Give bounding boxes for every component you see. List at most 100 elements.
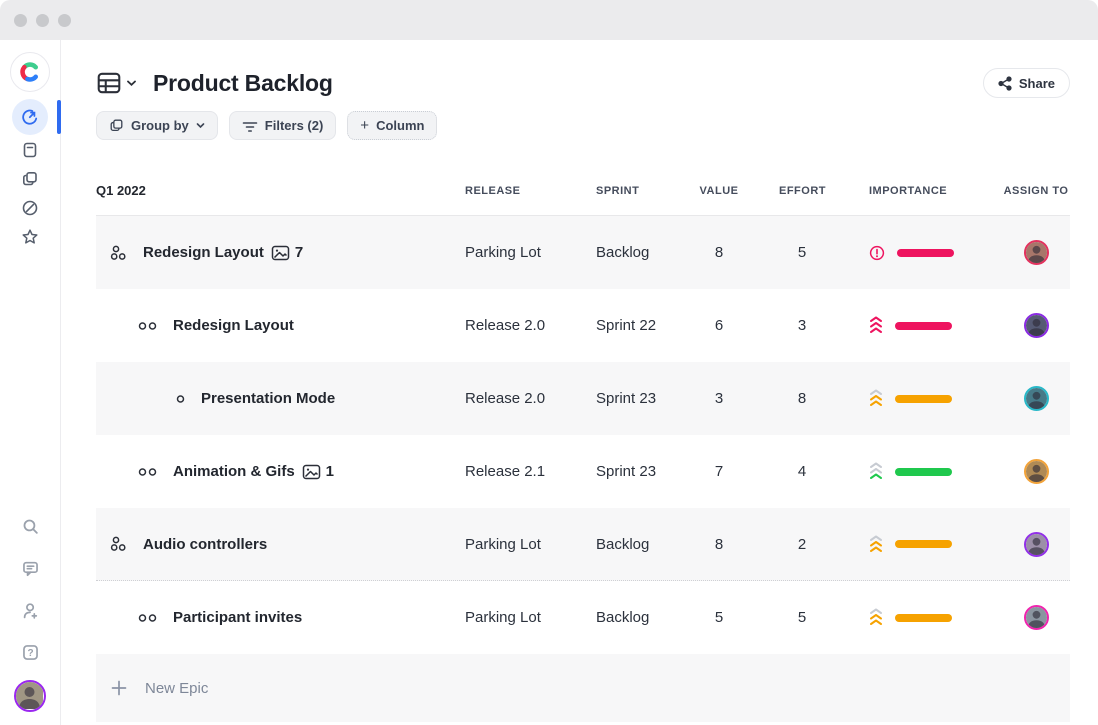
- task-cell[interactable]: Redesign Layout: [96, 317, 465, 334]
- assign-cell[interactable]: [1002, 459, 1070, 484]
- sidebar-item-notes[interactable]: [15, 135, 45, 164]
- group-by-button[interactable]: Group by: [96, 111, 218, 140]
- assignee-avatar[interactable]: [1023, 459, 1049, 484]
- assign-cell[interactable]: [1002, 386, 1070, 411]
- effort-cell[interactable]: 3: [797, 317, 807, 334]
- sidebar-item-explore[interactable]: [15, 193, 45, 222]
- column-header-assign-to[interactable]: ASSIGN TO: [1003, 184, 1069, 197]
- importance-cell[interactable]: [869, 608, 1002, 627]
- filters-button[interactable]: Filters (2): [228, 111, 337, 140]
- window-control-dot[interactable]: [36, 13, 49, 27]
- share-label: Share: [1018, 75, 1055, 91]
- assign-cell[interactable]: [1002, 531, 1070, 557]
- effort-cell[interactable]: 2: [797, 535, 807, 553]
- window-control-dot[interactable]: [58, 13, 71, 27]
- value-cell[interactable]: 7: [714, 463, 724, 480]
- filters-label: Filters (2): [264, 118, 324, 133]
- value-cell[interactable]: 8: [714, 244, 724, 261]
- column-header-release[interactable]: RELEASE: [465, 184, 521, 197]
- table-row[interactable]: Animation & Gifs 1 Release 2.1 Sprint 23…: [96, 435, 1070, 508]
- assign-cell[interactable]: [1002, 240, 1070, 265]
- assign-cell[interactable]: [1002, 605, 1070, 630]
- sidebar-search-button[interactable]: [15, 512, 45, 541]
- release-cell[interactable]: Parking Lot: [465, 609, 541, 626]
- release-cell[interactable]: Release 2.0: [465, 390, 546, 407]
- attachment-badge[interactable]: 1: [302, 463, 334, 480]
- table-row[interactable]: Redesign Layout Release 2.0 Sprint 22 6 …: [96, 289, 1070, 362]
- sprint-cell[interactable]: Sprint 23: [596, 463, 657, 480]
- assignee-avatar[interactable]: [1023, 313, 1049, 338]
- importance-bar: [895, 321, 952, 330]
- value-cell[interactable]: 6: [714, 317, 724, 334]
- value-cell[interactable]: 5: [714, 609, 724, 626]
- group-label[interactable]: Q1 2022: [96, 183, 146, 198]
- app-logo[interactable]: [10, 52, 50, 92]
- assign-cell[interactable]: [1002, 313, 1070, 338]
- group-by-icon: [110, 119, 123, 132]
- window-control-dot[interactable]: [14, 13, 27, 27]
- release-cell[interactable]: Parking Lot: [465, 535, 541, 553]
- column-header-value[interactable]: VALUE: [699, 184, 739, 197]
- column-header-importance[interactable]: IMPORTANCE: [869, 184, 948, 197]
- value-cell[interactable]: 3: [714, 390, 724, 407]
- sidebar-item-documents[interactable]: [15, 164, 45, 193]
- importance-cell[interactable]: [869, 316, 1002, 335]
- effort-cell[interactable]: 4: [797, 463, 807, 480]
- table-header: Q1 2022 RELEASE SPRINT VALUE EFFORT IMPO…: [96, 166, 1070, 216]
- avatar-photo: [1025, 461, 1047, 482]
- attachment-badge[interactable]: 7: [271, 244, 303, 261]
- task-name: Redesign Layout: [173, 317, 294, 334]
- value-cell[interactable]: 8: [714, 535, 724, 553]
- importance-bar: [895, 540, 952, 548]
- sprint-cell[interactable]: Sprint 22: [596, 317, 657, 334]
- task-cell[interactable]: Audio controllers: [96, 536, 465, 553]
- attachment-count: 1: [325, 463, 335, 480]
- column-header-effort[interactable]: EFFORT: [779, 184, 826, 197]
- sidebar-invite-button[interactable]: [15, 596, 45, 625]
- sidebar-item-starred[interactable]: [15, 222, 45, 251]
- importance-bar: [895, 394, 952, 403]
- assignee-avatar[interactable]: [1023, 240, 1049, 265]
- add-column-button[interactable]: + Column: [347, 111, 438, 140]
- assignee-avatar[interactable]: [1023, 605, 1049, 630]
- table-row[interactable]: Participant invites Parking Lot Backlog …: [96, 581, 1070, 654]
- task-name: Animation & Gifs 1: [173, 463, 335, 480]
- plus-icon: [110, 679, 128, 697]
- share-button[interactable]: Share: [982, 68, 1070, 98]
- release-cell[interactable]: Parking Lot: [465, 244, 541, 261]
- sidebar-item-dashboard[interactable]: [12, 99, 61, 135]
- release-cell[interactable]: Release 2.1: [465, 463, 546, 480]
- importance-cell[interactable]: [869, 245, 1002, 261]
- story-icon: [138, 467, 157, 477]
- assignee-avatar[interactable]: [1023, 531, 1049, 557]
- page-title: Product Backlog: [153, 69, 333, 96]
- effort-cell[interactable]: 5: [797, 244, 807, 261]
- table-row[interactable]: Redesign Layout 7 Parking Lot Backlog 8 …: [96, 216, 1070, 289]
- task-cell[interactable]: Redesign Layout 7: [96, 244, 465, 261]
- table-row[interactable]: Audio controllers Parking Lot Backlog 8 …: [96, 508, 1070, 581]
- sprint-cell[interactable]: Sprint 23: [596, 390, 657, 407]
- new-epic-button[interactable]: New Epic: [96, 654, 1070, 722]
- sprint-cell[interactable]: Backlog: [596, 244, 650, 261]
- main-content: Product Backlog Share Group by: [61, 40, 1098, 725]
- effort-cell[interactable]: 8: [797, 390, 807, 407]
- view-type-selector[interactable]: [96, 70, 137, 96]
- user-avatar[interactable]: [14, 680, 46, 712]
- sidebar-comments-button[interactable]: [15, 554, 45, 583]
- critical-importance-icon: [869, 245, 885, 260]
- importance-cell[interactable]: [869, 535, 1002, 554]
- table-row[interactable]: Presentation Mode Release 2.0 Sprint 23 …: [96, 362, 1070, 435]
- importance-cell[interactable]: [869, 389, 1002, 408]
- importance-cell[interactable]: [869, 462, 1002, 481]
- column-header-sprint[interactable]: SPRINT: [596, 184, 640, 197]
- effort-cell[interactable]: 5: [797, 609, 807, 626]
- release-cell[interactable]: Release 2.0: [465, 317, 546, 334]
- sidebar-help-button[interactable]: ?: [15, 638, 45, 667]
- task-cell[interactable]: Animation & Gifs 1: [96, 463, 465, 480]
- assignee-avatar[interactable]: [1023, 386, 1049, 411]
- sprint-cell[interactable]: Backlog: [596, 535, 650, 553]
- sprint-cell[interactable]: Backlog: [596, 609, 650, 626]
- task-cell[interactable]: Presentation Mode: [96, 390, 465, 407]
- c-logo-icon: [20, 62, 38, 82]
- task-cell[interactable]: Participant invites: [96, 609, 465, 626]
